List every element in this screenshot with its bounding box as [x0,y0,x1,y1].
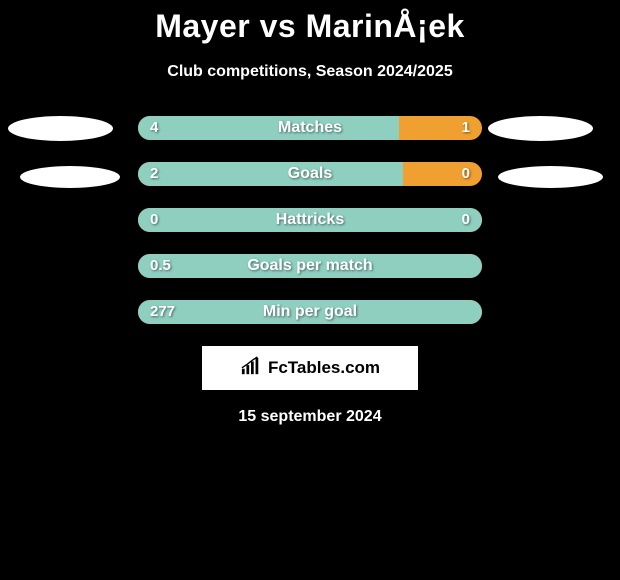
logo-chart-icon [240,356,262,381]
decorative-ellipse [20,166,120,188]
decorative-ellipse [498,166,603,188]
stat-value-right: 0 [462,162,470,186]
stat-value-right: 1 [462,116,470,140]
decorative-ellipse [488,116,593,141]
stat-row: 4Matches1 [138,116,482,140]
logo-content: FcTables.com [240,356,380,381]
stat-row: 2Goals0 [138,162,482,186]
stats-section: 4Matches12Goals00Hattricks00.5Goals per … [0,116,620,346]
stats-rows: 4Matches12Goals00Hattricks00.5Goals per … [138,116,482,346]
subtitle: Club competitions, Season 2024/2025 [167,63,452,81]
page-title: Mayer vs MarinÅ¡ek [155,8,465,45]
stat-label: Goals per match [138,254,482,278]
stat-label: Matches [138,116,482,140]
stat-row: 0.5Goals per match [138,254,482,278]
main-container: Mayer vs MarinÅ¡ek Club competitions, Se… [0,0,620,426]
stat-row: 0Hattricks0 [138,208,482,232]
logo-box[interactable]: FcTables.com [202,346,418,390]
stat-value-right: 0 [462,208,470,232]
stat-label: Hattricks [138,208,482,232]
logo-text: FcTables.com [268,358,380,378]
decorative-ellipse [8,116,113,141]
stat-label: Goals [138,162,482,186]
stat-row: 277Min per goal [138,300,482,324]
stat-label: Min per goal [138,300,482,324]
date-text: 15 september 2024 [238,408,381,426]
